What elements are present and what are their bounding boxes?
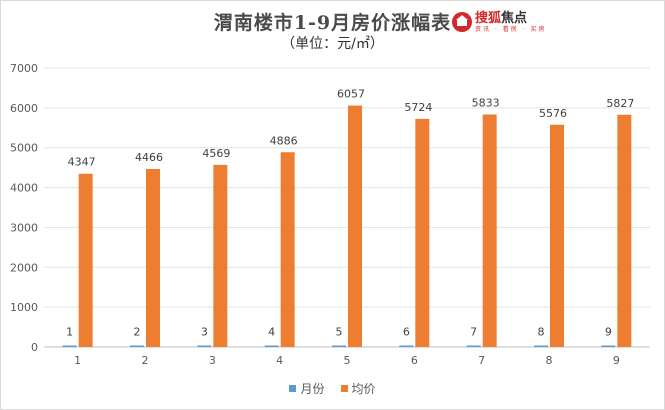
- logo-name-red: 搜狐: [475, 10, 502, 26]
- y-tick-label: 5000: [10, 142, 38, 155]
- logo-tagline: 资讯 · 看房 · 买房: [475, 25, 547, 33]
- data-label-month: 5: [336, 326, 343, 339]
- y-tick-label: 7000: [10, 62, 38, 75]
- data-label-month: 7: [470, 326, 477, 339]
- x-tick-label: 2: [142, 354, 149, 367]
- y-tick-label: 0: [31, 341, 38, 354]
- bar-price: [415, 118, 430, 347]
- legend-swatch-price: [340, 385, 348, 392]
- data-label-price: 4569: [202, 147, 230, 160]
- brand-logo: 搜狐焦点 资讯 · 看房 · 买房: [452, 10, 546, 34]
- logo-text: 搜狐焦点 资讯 · 看房 · 买房: [475, 12, 546, 33]
- legend-label-month: 月份: [300, 382, 325, 396]
- data-label-month: 4: [268, 326, 275, 339]
- chart-legend: 月份 均价: [0, 380, 665, 397]
- y-tick-label: 6000: [10, 102, 38, 115]
- data-label-price: 4886: [270, 134, 298, 147]
- x-tick-label: 8: [546, 354, 553, 367]
- legend-swatch-month: [289, 385, 297, 392]
- bar-month: [197, 345, 212, 347]
- bar-price: [550, 124, 564, 348]
- data-label-price: 5827: [606, 97, 634, 110]
- chart-subtitle: （单位：元/㎡）: [281, 36, 384, 52]
- x-tick-label: 5: [344, 354, 351, 367]
- bar-price: [78, 173, 93, 347]
- bar-month: [534, 345, 548, 347]
- data-label-month: 6: [403, 326, 410, 339]
- bar-price: [482, 114, 497, 348]
- y-tick-label: 1000: [10, 301, 38, 314]
- x-tick-label: 7: [478, 354, 485, 367]
- bar-month: [466, 345, 481, 347]
- data-label-month: 1: [66, 326, 73, 339]
- x-tick-label: 6: [411, 354, 418, 367]
- data-label-price: 5833: [472, 97, 500, 110]
- data-label-month: 9: [605, 326, 612, 339]
- bar-month: [62, 345, 77, 347]
- data-label-month: 2: [134, 326, 141, 339]
- data-label-price: 5576: [539, 107, 567, 120]
- bar-month: [264, 345, 279, 347]
- bar-month: [130, 345, 144, 347]
- bar-price: [213, 164, 228, 347]
- bar-price: [146, 168, 160, 347]
- data-label-month: 8: [538, 326, 545, 339]
- bar-month: [601, 345, 616, 347]
- legend-item-price: 均价: [340, 380, 376, 397]
- legend-item-month: 月份: [289, 380, 325, 397]
- house-logo-icon: [452, 12, 472, 32]
- x-tick-label: 4: [276, 354, 283, 367]
- bar-month: [332, 345, 346, 347]
- y-tick-label: 2000: [10, 261, 38, 274]
- x-tick-label: 1: [74, 354, 81, 367]
- data-label-price: 4466: [135, 151, 163, 164]
- data-label-price: 6057: [337, 88, 365, 101]
- bar-price: [617, 114, 632, 347]
- bar-month: [399, 345, 414, 347]
- chart-title: 渭南楼市1-9月房价涨幅表: [213, 12, 452, 34]
- x-tick-label: 3: [209, 354, 216, 367]
- logo-name-dark: 焦点: [501, 10, 528, 26]
- data-label-price: 5724: [404, 101, 432, 114]
- data-label-month: 3: [201, 326, 208, 339]
- data-label-price: 4347: [68, 156, 96, 169]
- legend-label-price: 均价: [351, 382, 376, 396]
- logo-name: 搜狐焦点: [475, 12, 546, 25]
- y-tick-label: 3000: [10, 221, 38, 234]
- bar-price: [348, 105, 362, 347]
- bar-price: [280, 152, 295, 347]
- y-tick-label: 4000: [10, 182, 38, 195]
- x-tick-label: 9: [613, 354, 620, 367]
